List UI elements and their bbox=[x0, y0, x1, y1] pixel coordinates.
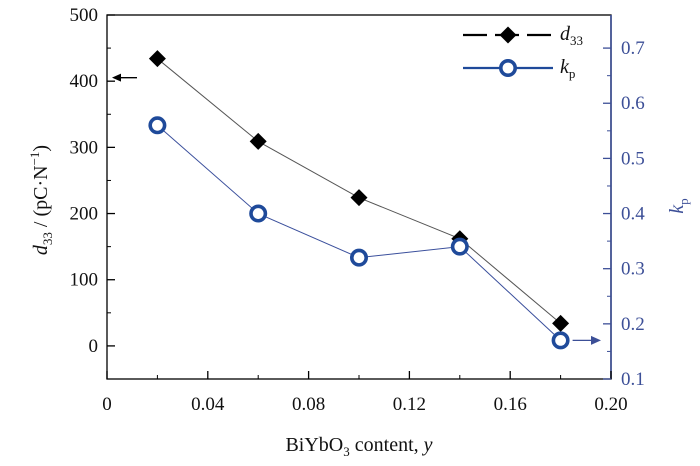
annotation-layer bbox=[112, 73, 601, 345]
bottom-tick-label: 0.20 bbox=[594, 394, 627, 415]
kp-point bbox=[349, 248, 368, 267]
bottom-tick-label: 0 bbox=[102, 394, 112, 415]
bottom-tick-label: 0.08 bbox=[292, 394, 325, 415]
right-tick-label: 0.7 bbox=[621, 38, 645, 59]
left-tick-label: 0 bbox=[89, 336, 99, 357]
d33-point bbox=[148, 50, 166, 68]
legend-d33-sample bbox=[463, 26, 553, 44]
right-tick-label: 0.4 bbox=[621, 204, 645, 225]
bottom-tick-label: 0.12 bbox=[393, 394, 426, 415]
right-tick-label: 0.6 bbox=[621, 93, 645, 114]
legend-d33-marker bbox=[499, 26, 517, 44]
kp-point bbox=[249, 204, 268, 223]
d33-point bbox=[249, 132, 267, 150]
right-tick-label: 0.5 bbox=[621, 148, 645, 169]
left-tick-label: 300 bbox=[70, 137, 99, 158]
series-layer bbox=[148, 50, 570, 350]
right-axis-ticks: 0.1 0.2 0.3 0.4 0.5 0.6 0.7 bbox=[603, 38, 645, 390]
d33-point bbox=[350, 189, 368, 207]
kp-point bbox=[450, 237, 469, 256]
legend-kp-sample bbox=[463, 58, 553, 77]
d33-point bbox=[552, 314, 570, 332]
bottom-tick-label: 0.04 bbox=[191, 394, 225, 415]
arrow-to-left-axis-head bbox=[112, 73, 121, 82]
left-tick-label: 400 bbox=[70, 71, 99, 92]
left-tick-label: 200 bbox=[70, 204, 99, 225]
legend-kp-label: kp bbox=[560, 56, 575, 81]
kp-point bbox=[148, 116, 167, 135]
legend: d33 kp bbox=[463, 23, 583, 81]
kp-series-line bbox=[157, 124, 561, 341]
legend-d33-label: d33 bbox=[560, 23, 583, 48]
bottom-axis-title: BiYbO3 content, y bbox=[285, 434, 432, 459]
right-tick-label: 0.2 bbox=[621, 314, 645, 335]
bottom-tick-label: 0.16 bbox=[494, 394, 527, 415]
left-axis-ticks: 0 100 200 300 400 500 bbox=[70, 5, 115, 357]
bottom-axis-ticks: 0 0.04 0.08 0.12 0.16 0.20 bbox=[102, 371, 628, 415]
right-tick-label: 0.1 bbox=[621, 369, 645, 390]
left-axis-title: d33 / (pC·N−1) bbox=[27, 145, 55, 255]
kp-point bbox=[551, 331, 570, 350]
left-tick-label: 500 bbox=[70, 5, 99, 26]
arrow-to-right-axis-head bbox=[591, 335, 601, 345]
left-tick-label: 100 bbox=[70, 270, 99, 291]
right-axis-title: kp bbox=[666, 198, 691, 213]
right-tick-label: 0.3 bbox=[621, 259, 645, 280]
legend-kp-marker bbox=[498, 58, 517, 77]
